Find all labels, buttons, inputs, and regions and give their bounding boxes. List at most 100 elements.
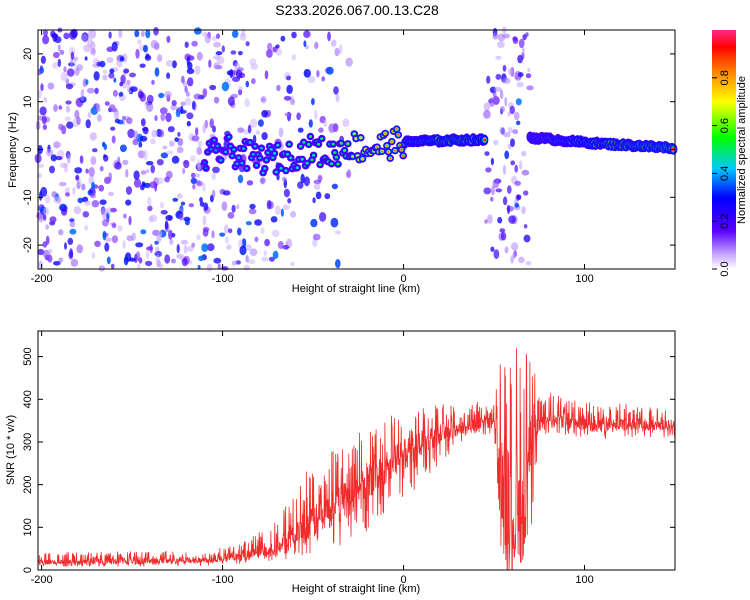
spectrogram-noise-blob xyxy=(125,169,129,178)
spectrogram-noise-blob xyxy=(57,58,61,68)
spectrogram-noise-blob xyxy=(499,126,506,135)
spectrogram-noise-blob xyxy=(110,126,116,131)
spectrogram-noise-blob xyxy=(160,210,168,215)
spectrogram-noise-blob xyxy=(507,111,512,117)
spectrogram-noise-blob xyxy=(64,162,68,173)
spectrogram-noise-blob xyxy=(168,229,173,240)
spectrogram-noise-blob xyxy=(86,87,95,94)
spectrogram-ridge-cell xyxy=(333,151,337,154)
snr-plot-area xyxy=(38,331,675,570)
spectrogram-noise-blob xyxy=(261,256,269,262)
spectrogram-noise-blob xyxy=(495,73,502,80)
spectrogram-noise-blob xyxy=(87,38,93,48)
spectrogram-ridge-cell xyxy=(296,166,299,169)
spectrogram-noise-blob xyxy=(92,148,98,153)
spectrogram-noise-blob xyxy=(191,100,196,111)
spectrogram-noise-blob xyxy=(186,68,195,75)
spectrogram-noise-blob xyxy=(213,257,222,264)
spectrogram-noise-blob xyxy=(184,218,190,226)
spectrogram-ridge-cell xyxy=(263,167,267,170)
spectrogram-noise-blob xyxy=(155,254,160,264)
snr-series-segment xyxy=(37,552,78,567)
spectrogram-noise-blob xyxy=(57,195,61,205)
spectrogram-noise-blob xyxy=(42,124,48,130)
spectrogram-noise-blob xyxy=(122,115,126,121)
spectrogram-noise-blob xyxy=(507,185,512,194)
spectrogram-noise-blob xyxy=(272,250,279,259)
spectrogram-noise-blob xyxy=(239,245,247,256)
spectrogram-noise-blob xyxy=(162,145,168,150)
spectrogram-noise-blob xyxy=(137,150,146,159)
spectrogram-ridge-cell xyxy=(302,141,306,144)
spectrogram-noise-blob xyxy=(150,39,159,49)
spectrogram-noise-blob xyxy=(185,91,190,97)
spectrogram-noise-blob xyxy=(90,47,96,56)
spectrogram-noise-blob xyxy=(186,246,194,252)
spectrogram-noise-blob xyxy=(213,41,221,48)
spectrogram-noise-blob xyxy=(157,230,163,237)
spectrogram-noise-blob xyxy=(232,76,240,82)
spectrogram-noise-blob xyxy=(78,178,82,186)
spectrogram-noise-blob xyxy=(318,127,324,133)
spectrogram-noise-blob xyxy=(263,250,267,257)
spectrogram-noise-blob xyxy=(504,150,510,160)
spectrogram-noise-blob xyxy=(64,116,71,121)
spectrogram-noise-blob xyxy=(39,191,43,201)
spectrogram-noise-blob xyxy=(114,118,120,124)
spectrogram-noise-blob xyxy=(495,188,503,193)
spectrogram-noise-blob xyxy=(280,208,284,217)
spectrogram-noise-blob xyxy=(74,167,83,174)
spectrogram-ridge-cell xyxy=(331,143,335,146)
spectrogram-noise-blob xyxy=(49,216,57,224)
spectrogram-noise-blob xyxy=(196,180,203,187)
spectrogram-noise-blob xyxy=(111,223,117,229)
spectrogram-noise-blob xyxy=(207,243,215,252)
spectrogram-noise-blob xyxy=(84,225,88,231)
spectrogram-noise-blob xyxy=(103,154,109,162)
spectrogram-noise-blob xyxy=(483,187,492,195)
spectrogram-ridge-cell xyxy=(380,150,384,153)
spectrogram-noise-blob xyxy=(182,168,186,175)
spectrogram-ridge-cell xyxy=(213,139,216,142)
spectrogram-noise-blob xyxy=(99,165,104,172)
spectrogram-noise-blob xyxy=(221,201,228,211)
spectrogram-noise-blob xyxy=(123,256,129,266)
spectrogram-noise-blob xyxy=(330,217,339,228)
spectrogram-noise-blob xyxy=(199,197,203,203)
spectrogram-noise-blob xyxy=(38,68,42,76)
spectrogram-noise-blob xyxy=(238,51,243,56)
spectrogram-noise-blob xyxy=(186,112,194,120)
spectrogram-noise-blob xyxy=(518,38,525,49)
spectrogram-ridge-cell xyxy=(318,163,322,166)
spectrogram-noise-blob xyxy=(486,75,491,84)
spectrogram-noise-blob xyxy=(313,183,321,190)
spectrogram-noise-blob xyxy=(291,54,297,61)
spectrogram-noise-blob xyxy=(180,201,186,206)
spectrogram-noise-blob xyxy=(216,33,220,39)
spectrogram-noise-blob xyxy=(334,47,340,57)
spectrogram-noise-blob xyxy=(506,204,511,215)
spectrogram-noise-blob xyxy=(43,97,47,103)
spectrogram-noise-blob xyxy=(335,94,340,103)
spectrogram-noise-blob xyxy=(80,95,85,102)
spectrogram-noise-blob xyxy=(280,35,286,42)
spectrogram-ridge-cell xyxy=(351,155,355,158)
spectrogram-noise-blob xyxy=(345,57,353,67)
snr-series-segment xyxy=(233,530,273,564)
spectrogram-noise-blob xyxy=(99,199,107,205)
spectrogram-noise-blob xyxy=(53,51,60,59)
spectrogram-noise-blob xyxy=(497,33,506,42)
spectrogram-noise-blob xyxy=(183,159,190,169)
spectrogram-noise-blob xyxy=(189,260,193,265)
spectrogram-noise-blob xyxy=(211,36,218,41)
spectrogram-noise-blob xyxy=(106,256,111,265)
spectrogram-ridge-cell xyxy=(227,135,231,138)
spectrogram-noise-blob xyxy=(102,230,107,241)
spectrogram-noise-blob xyxy=(88,167,95,177)
spectrogram-ridge-cell xyxy=(336,163,340,166)
spectrogram-noise-blob xyxy=(129,257,136,262)
spectrogram-noise-blob xyxy=(154,246,160,252)
spectrogram-noise-blob xyxy=(60,71,68,82)
spectrogram-noise-blob xyxy=(282,204,290,210)
